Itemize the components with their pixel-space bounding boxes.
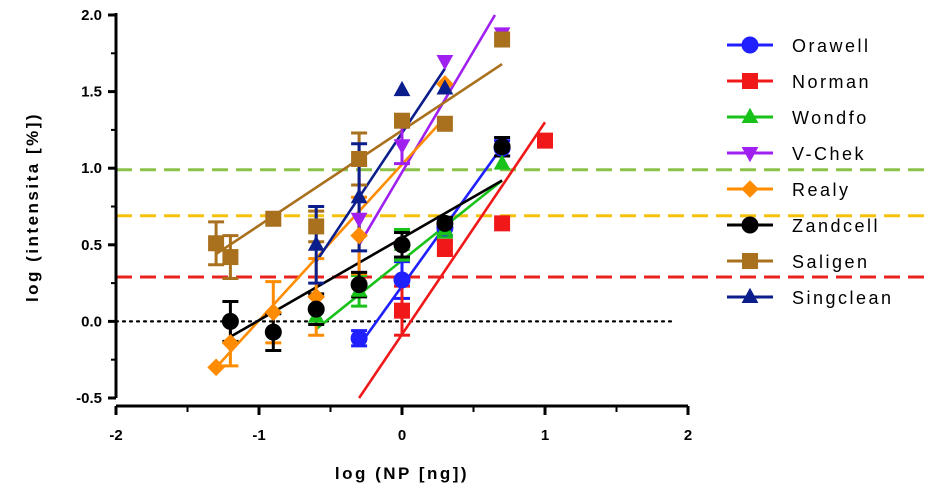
legend-label: Orawell bbox=[792, 36, 871, 56]
data-point-saligen-1 bbox=[208, 235, 225, 252]
fit-line-norman bbox=[358, 121, 547, 399]
data-point-saligen-2 bbox=[222, 249, 239, 266]
data-point-zandcell-2 bbox=[264, 323, 282, 341]
legend-swatch-marker bbox=[742, 73, 758, 89]
data-point-zandcell-1 bbox=[221, 312, 239, 330]
y-tick-label: 0.0 bbox=[81, 313, 102, 330]
legend-swatch-marker bbox=[741, 216, 759, 234]
legend-item-v-chek: V-Chek bbox=[727, 144, 866, 164]
data-point-wondfo-5 bbox=[493, 154, 511, 170]
data-point-norman-4 bbox=[537, 132, 553, 149]
data-point-v-chek-1 bbox=[350, 212, 368, 228]
data-point-saligen-6 bbox=[394, 112, 410, 129]
data-point-realy-5 bbox=[350, 226, 368, 245]
y-tick-label: 2.0 bbox=[81, 7, 102, 24]
legend-swatch-marker bbox=[741, 36, 759, 54]
legend-label: Realy bbox=[792, 180, 851, 200]
legend-label: V-Chek bbox=[792, 144, 866, 164]
data-point-saligen-7 bbox=[436, 115, 453, 132]
legend-swatch-marker bbox=[742, 253, 758, 269]
data-point-zandcell-3 bbox=[307, 300, 325, 318]
data-point-singclean-2 bbox=[350, 188, 368, 204]
data-point-zandcell-6 bbox=[436, 214, 454, 232]
legend-item-zandcell: Zandcell bbox=[727, 216, 880, 236]
fit-line-v-chek bbox=[357, 14, 497, 246]
data-point-zandcell-4 bbox=[350, 276, 368, 294]
data-point-orawell-1 bbox=[350, 329, 368, 347]
data-point-realy-1 bbox=[207, 358, 225, 377]
data-point-saligen-4 bbox=[308, 218, 325, 235]
data-points bbox=[207, 27, 553, 377]
legend-label: Saligen bbox=[792, 252, 870, 272]
data-point-saligen-8 bbox=[494, 31, 511, 48]
data-point-singclean-1 bbox=[307, 235, 325, 251]
y-tick-label: -0.5 bbox=[76, 390, 102, 407]
legend-item-singclean: Singclean bbox=[727, 287, 894, 308]
data-point-realy-4 bbox=[307, 288, 325, 306]
fit-line-orawell bbox=[358, 145, 504, 347]
x-axis-title: log (NP [ng]) bbox=[335, 464, 469, 483]
x-tick-label: 1 bbox=[541, 427, 549, 444]
legend-label: Wondfo bbox=[792, 108, 869, 128]
y-tick-label: 1.5 bbox=[81, 84, 102, 101]
legend-swatch-marker bbox=[741, 107, 759, 123]
fit-line-wondfo bbox=[315, 179, 503, 331]
data-point-orawell-2 bbox=[393, 271, 411, 289]
y-tick-label: 0.5 bbox=[81, 237, 102, 254]
legend-item-saligen: Saligen bbox=[727, 252, 870, 272]
legend: Orawell Norman Wondfo V-Chek Realy Zandcell Sa… bbox=[727, 36, 894, 308]
tick-labels: -0.5 0.0 0.5 1.0 1.5 2.0 -2 -1 0 1 2 bbox=[76, 7, 692, 444]
legend-label: Norman bbox=[792, 72, 871, 92]
data-point-norman-3 bbox=[494, 215, 511, 232]
data-point-zandcell-7 bbox=[493, 138, 511, 156]
x-tick-label: -2 bbox=[109, 427, 122, 444]
data-point-saligen-5 bbox=[351, 151, 368, 168]
data-point-singclean-4 bbox=[436, 79, 454, 95]
x-tick-label: 0 bbox=[398, 427, 406, 444]
data-point-realy-3 bbox=[264, 303, 283, 322]
legend-item-norman: Norman bbox=[727, 72, 871, 92]
legend-swatch-marker bbox=[741, 147, 759, 163]
y-axis-title: log (intensita [%]) bbox=[23, 112, 42, 302]
reference-lines bbox=[114, 168, 925, 323]
x-tick-label: 2 bbox=[684, 427, 692, 444]
data-point-singclean-3 bbox=[393, 80, 411, 97]
legend-item-orawell: Orawell bbox=[727, 36, 871, 56]
data-point-norman-2 bbox=[436, 239, 453, 256]
legend-item-realy: Realy bbox=[727, 180, 851, 200]
y-tick-label: 1.0 bbox=[81, 160, 102, 177]
data-point-realy-2 bbox=[221, 334, 240, 352]
fit-line-singclean bbox=[315, 67, 446, 263]
legend-label: Singclean bbox=[792, 288, 894, 308]
data-point-v-chek-3 bbox=[436, 54, 454, 71]
data-point-v-chek-2 bbox=[393, 139, 411, 155]
data-point-norman-1 bbox=[394, 302, 410, 319]
legend-label: Zandcell bbox=[792, 216, 880, 236]
data-point-saligen-3 bbox=[265, 210, 282, 227]
legend-swatch-marker bbox=[741, 287, 759, 303]
axes bbox=[108, 13, 690, 415]
x-tick-label: -1 bbox=[252, 427, 265, 444]
data-point-zandcell-5 bbox=[393, 236, 411, 254]
fit-lines bbox=[215, 14, 547, 399]
legend-item-wondfo: Wondfo bbox=[727, 107, 869, 128]
legend-swatch-marker bbox=[741, 180, 759, 198]
